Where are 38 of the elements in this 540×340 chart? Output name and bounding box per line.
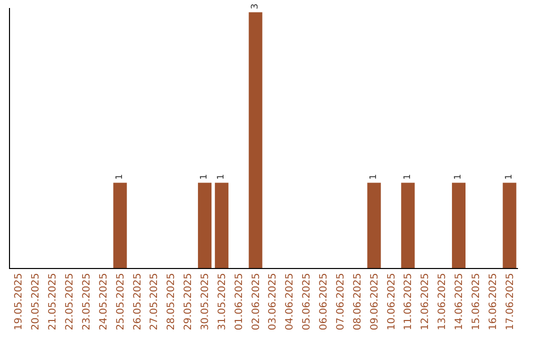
x-tick-label: 01.06.2025 bbox=[234, 273, 245, 330]
data-label: 1 bbox=[369, 174, 380, 180]
x-tick-label: 12.06.2025 bbox=[420, 273, 432, 330]
x-tick-label: 29.05.2025 bbox=[183, 273, 194, 330]
data-label: 1 bbox=[115, 174, 126, 180]
x-tick-label: 30.05.2025 bbox=[200, 273, 211, 330]
x-tick-label: 16.06.2025 bbox=[488, 273, 499, 330]
x-tick-label: 13.06.2025 bbox=[437, 273, 448, 330]
data-label: 1 bbox=[200, 174, 210, 180]
x-tick-label: 27.05.2025 bbox=[149, 273, 160, 330]
x-tick-label: 15.06.2025 bbox=[470, 273, 482, 330]
x-tick-label: 21.05.2025 bbox=[48, 273, 59, 330]
x-tick-label: 05.06.2025 bbox=[302, 273, 313, 330]
x-tick-label: 08.06.2025 bbox=[352, 273, 364, 330]
x-tick-label: 22.05.2025 bbox=[64, 273, 76, 330]
x-tick-label: 14.06.2025 bbox=[454, 273, 465, 330]
x-tick-label: 23.05.2025 bbox=[81, 273, 92, 330]
x-tick-label: 24.05.2025 bbox=[98, 273, 110, 330]
data-label: 1 bbox=[402, 174, 413, 180]
x-tick-label: 04.06.2025 bbox=[284, 273, 296, 330]
data-label: 1 bbox=[216, 174, 227, 180]
x-tick-label: 06.06.2025 bbox=[318, 273, 330, 330]
x-tick-label: 17.06.2025 bbox=[504, 273, 516, 330]
x-tick-label: 10.06.2025 bbox=[386, 273, 398, 330]
data-label: 1 bbox=[454, 174, 464, 180]
x-tick-label: 09.06.2025 bbox=[369, 273, 380, 330]
data-label: 1 bbox=[504, 174, 515, 180]
data-label: 3 bbox=[250, 4, 261, 10]
x-tick-label: 20.05.2025 bbox=[30, 273, 42, 330]
x-tick-label: 11.06.2025 bbox=[403, 273, 414, 330]
x-tick-label: 25.05.2025 bbox=[115, 273, 126, 330]
x-tick-label: 31.05.2025 bbox=[216, 273, 228, 330]
x-tick-label: 19.05.2025 bbox=[14, 273, 25, 330]
x-tick-label: 02.06.2025 bbox=[250, 273, 262, 330]
x-tick-label: 28.05.2025 bbox=[166, 273, 178, 330]
x-tick-label: 03.06.2025 bbox=[268, 273, 279, 330]
x-tick-label: 26.05.2025 bbox=[132, 273, 144, 330]
x-tick-label: 07.06.2025 bbox=[335, 273, 346, 330]
